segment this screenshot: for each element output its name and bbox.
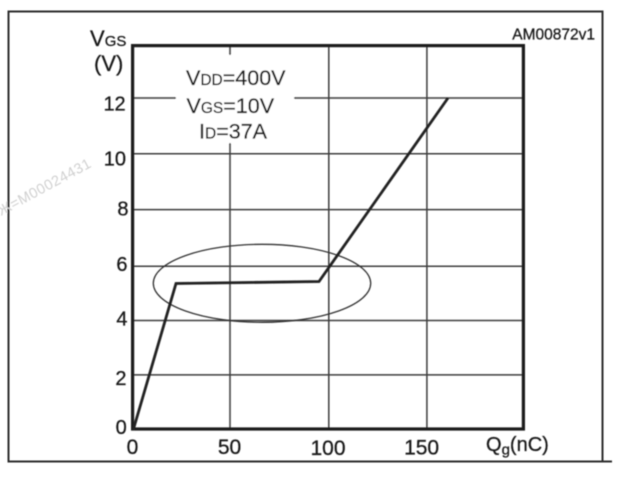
svg-text:0: 0 <box>127 436 139 459</box>
svg-text:8: 8 <box>117 199 128 221</box>
svg-text:4: 4 <box>116 309 127 331</box>
svg-text:ID=37A: ID=37A <box>199 119 268 143</box>
svg-text:6: 6 <box>116 254 127 276</box>
svg-text:AM00872v1: AM00872v1 <box>512 27 595 44</box>
svg-text:10: 10 <box>104 149 126 171</box>
svg-text:0: 0 <box>116 417 127 439</box>
svg-text:12: 12 <box>103 94 125 116</box>
svg-text:Ж=M00024431: Ж=M00024431 <box>0 156 94 220</box>
svg-text:(V): (V) <box>94 51 123 76</box>
svg-text:VGS=10V: VGS=10V <box>187 94 275 118</box>
svg-text:Qg(nC): Qg(nC) <box>486 434 549 459</box>
svg-text:VDD=400V: VDD=400V <box>186 66 286 90</box>
svg-text:150: 150 <box>404 437 439 460</box>
svg-text:VGS: VGS <box>90 26 126 51</box>
svg-text:50: 50 <box>218 436 241 459</box>
svg-text:100: 100 <box>310 437 345 460</box>
svg-text:2: 2 <box>115 368 126 390</box>
